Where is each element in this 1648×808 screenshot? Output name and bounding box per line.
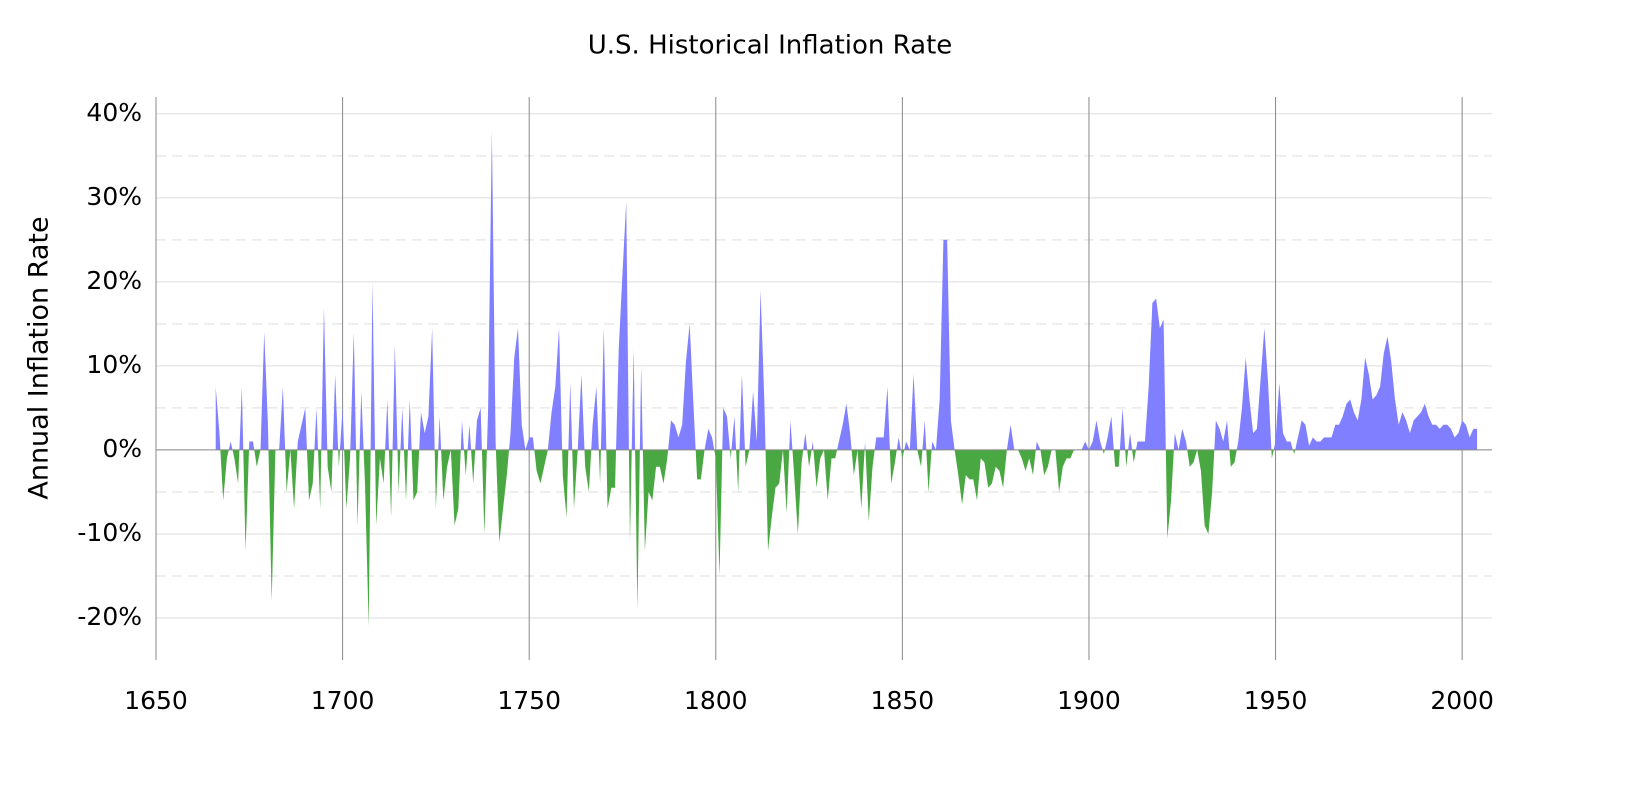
y-tick-label: -20% <box>77 602 142 631</box>
y-tick-label: 0% <box>102 434 142 463</box>
area-positive <box>215 130 1478 450</box>
y-tick-label: -10% <box>77 518 142 547</box>
y-axis-label: Annual Inflation Rate <box>24 216 55 499</box>
x-tick-label: 1650 <box>124 686 188 715</box>
x-tick-label: 1700 <box>311 686 375 715</box>
x-tick-label: 1800 <box>684 686 748 715</box>
x-tick-label: 2000 <box>1430 686 1494 715</box>
y-tick-label: 30% <box>86 182 142 211</box>
x-tick-label: 1900 <box>1057 686 1121 715</box>
y-tick-label: 10% <box>86 350 142 379</box>
area-negative <box>220 449 1296 627</box>
x-tick-label: 1750 <box>497 686 561 715</box>
x-tick-label: 1950 <box>1244 686 1308 715</box>
y-tick-label: 40% <box>86 98 142 127</box>
y-tick-label: 20% <box>86 266 142 295</box>
chart-title: U.S. Historical Inflation Rate <box>588 31 953 61</box>
x-tick-label: 1850 <box>871 686 935 715</box>
